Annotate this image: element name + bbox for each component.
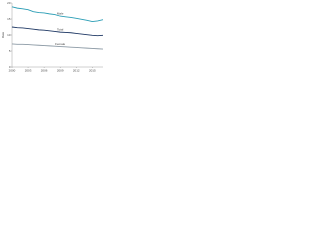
chart: Rate 0 5 10 15 20 2000 2003 2006 2009 2012 2015 Mal… [1, 1, 104, 72]
y-tick-label: 15 [7, 17, 11, 21]
y-tick-label: 0 [9, 65, 11, 69]
x-tick-label: 2009 [57, 68, 64, 72]
y-axis-label: Rate [1, 32, 5, 39]
series-label: Male [57, 11, 64, 15]
y-tick-label: 20 [7, 1, 11, 5]
y-tick-label: 5 [9, 49, 11, 53]
line [11, 6, 104, 23]
x-tick-label: 2000 [9, 68, 16, 72]
page: {"chart_data": {"type": "line", "y_label… [0, 0, 106, 80]
series-label: Total [57, 27, 64, 31]
x-tick-label: 2003 [25, 68, 32, 72]
line [11, 43, 104, 50]
x-tick-label: 2015 [89, 68, 96, 72]
y-tick-label: 10 [7, 33, 11, 37]
x-tick-label: 2012 [73, 68, 80, 72]
x-tick-label: 2006 [41, 68, 48, 72]
line [11, 26, 104, 37]
series-label: Female [55, 42, 65, 46]
